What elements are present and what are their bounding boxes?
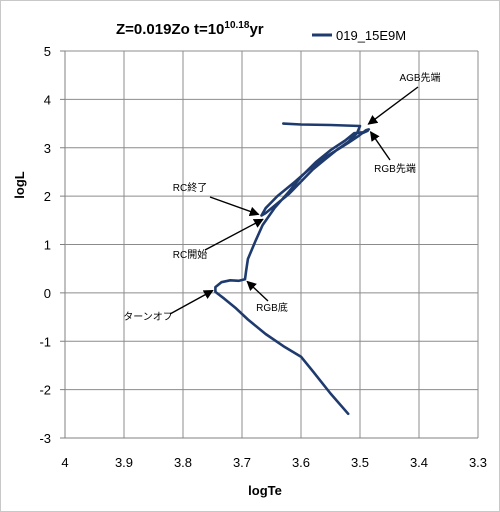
annotation-arrow: [367, 86, 419, 125]
series-line-019_15E9M: [214, 122, 371, 416]
y-tick-label: 5: [44, 44, 51, 59]
annotation-label: AGB先端: [399, 71, 440, 84]
annotation-arrow: [209, 196, 260, 217]
y-tick-label: 0: [44, 286, 51, 301]
annotation-arrow: [169, 289, 214, 315]
x-tick-label: 3.3: [469, 455, 487, 470]
y-tick-label: 3: [44, 141, 51, 156]
y-tick-label: -1: [39, 334, 51, 349]
annotation-label: RGB先端: [374, 162, 416, 175]
x-tick-label: 3.9: [115, 455, 133, 470]
chart-title-exponent: 10.18: [224, 20, 249, 31]
annotation-label: RC終了: [173, 181, 207, 194]
chart-title: Z=0.019Zo t=1010.18yr: [116, 20, 264, 38]
y-axis-label: logL: [12, 171, 27, 198]
y-tick-label: -3: [39, 431, 51, 446]
annotation-arrow: [204, 218, 264, 251]
x-tick-label: 3.8: [174, 455, 192, 470]
annotation-label: ターンオフ: [123, 311, 173, 323]
tick-layer: 4 3.9 3.8 3.7 3.6 3.5 3.4 3.3 5 4 3 2 1 0 -1 -2 -3: [39, 44, 487, 470]
y-tick-label: 4: [44, 92, 51, 107]
annotation-label: RGB底: [256, 301, 288, 314]
x-axis-label: logTe: [248, 483, 282, 498]
series-layer: [214, 122, 371, 416]
annotation-arrow: [246, 280, 269, 302]
x-tick-label: 3.4: [410, 455, 428, 470]
y-tick-label: 2: [44, 189, 51, 204]
annotation-label: RC開始: [173, 248, 207, 261]
y-tick-label: 1: [44, 238, 51, 253]
grid-layer: [60, 50, 479, 439]
x-tick-label: 3.7: [233, 455, 251, 470]
chart-title-main: Z=0.019Zo t=10: [116, 21, 224, 38]
y-tick-label: -2: [39, 383, 51, 398]
legend-label: 019_15E9M: [336, 28, 406, 43]
x-tick-label: 3.6: [292, 455, 310, 470]
chart-title-suffix: yr: [249, 21, 263, 38]
x-tick-label: 3.5: [351, 455, 369, 470]
annotation-arrow: [369, 131, 391, 161]
x-tick-label: 4: [61, 455, 68, 470]
chart-legend: 019_15E9M: [312, 28, 406, 43]
